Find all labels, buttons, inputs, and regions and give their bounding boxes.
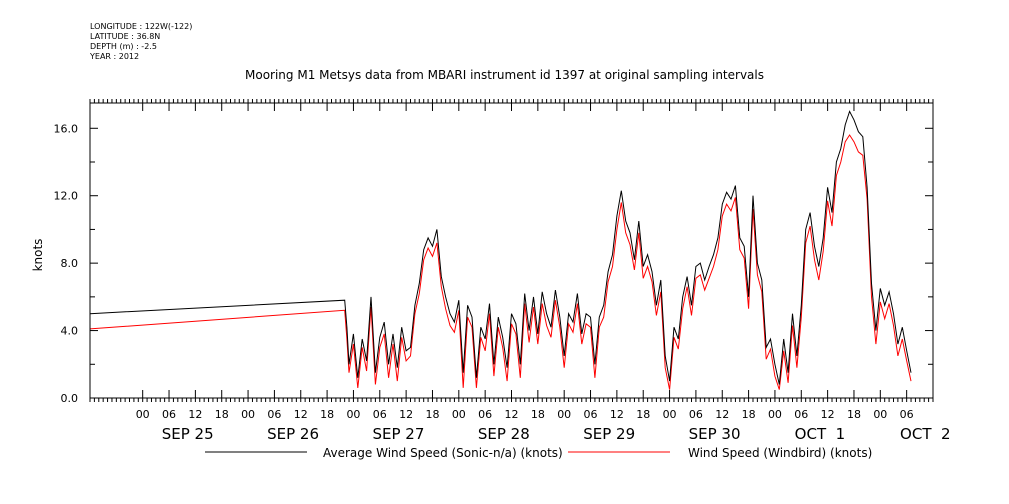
y-axis-ticks: 0.0 4.0 8.0 12.0 16.0 [54,122,933,405]
x-hour-label: 06 [794,408,808,421]
x-hour-label: 18 [215,408,229,421]
x-axis-ticks: 00 06 12 18 00 06 12 18 00 06 12 18 00 06 12 18 00 06 12 18… [136,103,951,443]
x-hour-label: 12 [505,408,519,421]
x-day-label: SEP 26 [267,425,319,443]
x-hour-label: 18 [742,408,756,421]
x-hour-label: 12 [610,408,624,421]
x-hour-label: 00 [136,408,150,421]
series-line-windbird [89,134,912,390]
x-hour-label: 06 [584,408,598,421]
x-hour-label: 18 [425,408,439,421]
series-line-average-wind [89,110,912,385]
x-hour-label: 06 [689,408,703,421]
plot-frame [89,102,934,399]
x-hour-label: 00 [346,408,360,421]
x-day-label: SEP 30 [689,425,741,443]
latitude-label: LATITUDE : 36.8N [90,32,161,41]
legend: Average Wind Speed (Sonic-n/a) (knots) W… [205,446,872,460]
x-hour-label: 12 [188,408,202,421]
x-hour-label: 18 [847,408,861,421]
x-day-label: SEP 28 [478,425,530,443]
y-axis-label: knots [31,239,45,272]
x-hour-label: 00 [241,408,255,421]
x-day-label: SEP 27 [372,425,424,443]
x-hour-label: 06 [162,408,176,421]
x-hour-label: 06 [478,408,492,421]
x-day-label: OCT 2 [900,425,951,443]
longitude-label: LONGITUDE : 122W(-122) [90,22,193,31]
x-hour-label: 12 [294,408,308,421]
legend-label-windbird: Wind Speed (Windbird) (knots) [688,446,872,460]
x-hour-label: 00 [768,408,782,421]
y-tick-label: 12.0 [54,190,79,203]
x-hour-label: 00 [452,408,466,421]
x-day-label: SEP 25 [162,425,214,443]
x-hour-label: 00 [663,408,677,421]
depth-label: DEPTH (m) : -2.5 [90,42,157,51]
x-hour-label: 06 [267,408,281,421]
y-tick-label: 4.0 [61,325,79,338]
x-hour-label: 12 [715,408,729,421]
x-hour-label: 06 [373,408,387,421]
legend-label-average-wind: Average Wind Speed (Sonic-n/a) (knots) [323,446,563,460]
x-hour-label: 18 [320,408,334,421]
x-hour-label: 00 [557,408,571,421]
metadata-header: LONGITUDE : 122W(-122) LATITUDE : 36.8N … [90,22,192,62]
y-tick-label: 16.0 [54,122,79,135]
x-hour-label: 12 [821,408,835,421]
series-group [89,110,912,390]
x-day-label: SEP 29 [583,425,635,443]
x-hour-label: 06 [900,408,914,421]
chart-title: Mooring M1 Metsys data from MBARI instru… [245,68,764,82]
minor-ticks [89,99,934,402]
x-hour-label: 18 [531,408,545,421]
year-label: YEAR : 2012 [90,52,140,61]
y-tick-label: 0.0 [61,392,79,405]
x-day-label: OCT 1 [795,425,846,443]
y-tick-label: 8.0 [61,257,79,270]
x-hour-label: 12 [399,408,413,421]
x-hour-label: 00 [873,408,887,421]
x-hour-label: 18 [636,408,650,421]
